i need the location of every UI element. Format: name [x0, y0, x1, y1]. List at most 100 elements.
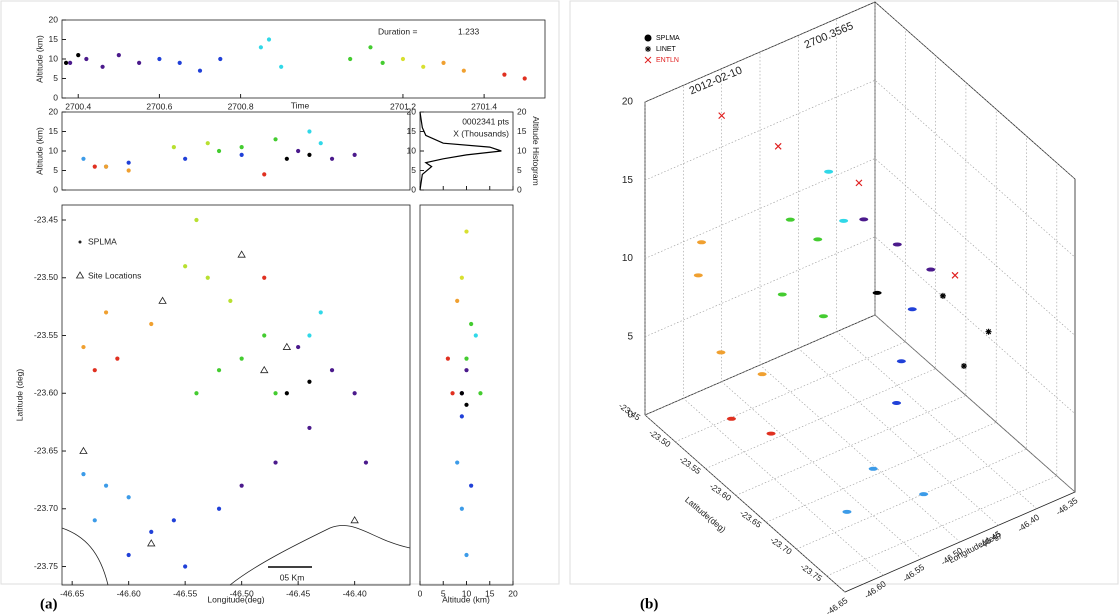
data-point [318, 310, 323, 315]
grid-line [735, 82, 967, 496]
data-point [716, 350, 726, 355]
data-point [777, 292, 787, 297]
axis-edge [644, 1, 1076, 492]
data-point [766, 431, 776, 436]
grid-line [675, 28, 906, 443]
legend-marker [78, 240, 82, 244]
y-tick-label: -23.55 [677, 454, 703, 476]
y-tick-label: 5 [411, 165, 416, 175]
x-tick-label: 10 [462, 588, 472, 598]
y-axis-label: Altitude (km) [34, 35, 44, 83]
data-point [352, 152, 357, 157]
y-tick-label: 15 [49, 34, 59, 44]
date-label: 2012-02-10 [688, 64, 744, 97]
y-axis-label: Altitude Histogram [531, 116, 541, 185]
site-marker [237, 250, 246, 258]
data-point [824, 169, 834, 174]
grid-line [874, 2, 1076, 493]
y-tick-label: 20 [49, 106, 59, 116]
x-tick-label: -46.40 [1016, 512, 1042, 534]
data-point [149, 529, 154, 534]
data-point [126, 552, 131, 558]
x-tick-label: -46.50 [230, 588, 254, 598]
data-point [473, 333, 478, 338]
data-point [197, 68, 203, 73]
data-point [216, 148, 222, 154]
data-point [157, 56, 162, 62]
data-point [464, 368, 469, 373]
site-marker [79, 446, 88, 454]
grid-line [798, 35, 999, 526]
y-tick-label: -23.70 [34, 503, 58, 513]
data-point [239, 356, 244, 361]
data-point [228, 298, 233, 303]
x-tick-label: 2701.2 [390, 101, 416, 111]
data-point [329, 368, 335, 373]
y-tick-label: -23.45 [34, 214, 58, 224]
x-tick-label: -46.35 [1054, 495, 1080, 517]
data-point [177, 60, 182, 65]
x-tick-label: -46.65 [60, 588, 84, 598]
data-point [137, 60, 142, 65]
data-point [81, 472, 86, 477]
data-point [400, 56, 406, 62]
data-point [368, 45, 373, 50]
data-point [284, 156, 289, 161]
grid-line [826, 162, 1058, 577]
data-point [445, 356, 450, 361]
data-point [421, 64, 426, 69]
x-tick-label: 2701.4 [471, 101, 497, 111]
data-point [205, 275, 210, 280]
data-point [296, 148, 301, 154]
data-point [459, 414, 464, 419]
panel-label: (b) [640, 596, 658, 612]
x-axis-label: Longitude(deg) [207, 594, 264, 604]
y-tick-label: -23.55 [34, 330, 58, 340]
y-tick-label: 15 [407, 126, 417, 136]
x-tick-label: 2700.8 [228, 101, 254, 111]
data-point [149, 321, 154, 327]
data-point [296, 344, 301, 350]
data-point [318, 141, 323, 146]
data-point [818, 314, 828, 319]
data-point [718, 112, 726, 120]
y-tick-label: 10 [49, 53, 59, 63]
grid-line [721, 68, 922, 559]
x-tick-label: -46.40 [343, 588, 367, 598]
legend-label: SPLMA [88, 236, 117, 246]
data-point [380, 60, 385, 65]
z-tick-label: 10 [622, 253, 634, 264]
data-point [262, 172, 267, 177]
annotation-label: Duration = [378, 26, 417, 36]
data-point [171, 518, 176, 523]
data-point [92, 368, 97, 373]
x-tick-label: 5 [441, 588, 446, 598]
y-tick-label: 0 [53, 92, 58, 102]
data-point [842, 509, 852, 514]
data-point [348, 56, 353, 62]
data-point [939, 292, 946, 299]
data-point [103, 164, 109, 169]
legend-label: SPLMA [656, 35, 680, 42]
data-point [502, 72, 507, 77]
data-point [171, 145, 176, 150]
data-point [785, 217, 795, 222]
x-tick-label: -46.55 [901, 562, 927, 584]
grid-line [836, 18, 1037, 509]
data-point [892, 242, 902, 247]
z-tick-label: 5 [627, 331, 633, 342]
data-point [307, 379, 312, 384]
data-point [116, 53, 121, 58]
y-tick-label: 0 [53, 184, 58, 194]
y-axis-label: Latitude (deg) [14, 369, 24, 422]
data-point [205, 141, 210, 146]
y-axis-label: Latitude(deg) [683, 494, 728, 534]
grid-line [796, 136, 1027, 550]
data-point [84, 56, 89, 62]
data-point [258, 45, 263, 50]
data-point [103, 483, 109, 488]
panel-frame [0, 0, 560, 585]
data-point [813, 237, 823, 242]
x-tick-label: 20 [508, 588, 518, 598]
z-tick-label: 20 [622, 97, 634, 108]
